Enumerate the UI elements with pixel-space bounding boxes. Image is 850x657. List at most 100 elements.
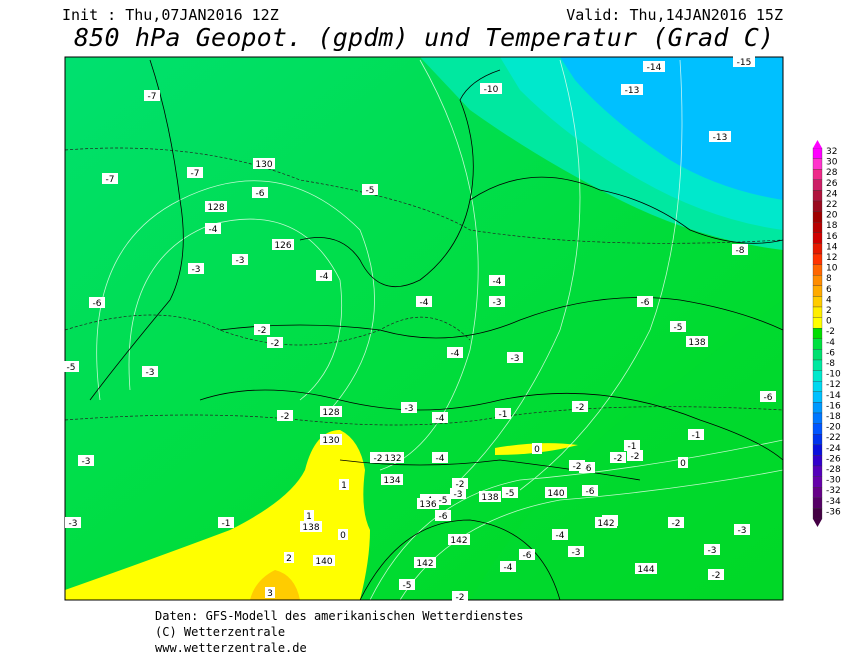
temperature-label: -2 [258,326,267,336]
temperature-label-box [232,254,248,265]
valid-time: Valid: Thu,14JAN2016 15Z [566,6,783,24]
temperature-label-box [688,429,704,440]
isotherms [64,147,784,426]
geopotential-label: 138 [302,523,319,533]
colorbar-swatch [812,476,823,488]
geopotential-label: 128 [207,203,224,213]
temperature-label-box [435,510,451,521]
temperature-label: -3 [572,548,581,558]
colorbar-label: 32 [826,147,837,157]
temperature-label: -15 [737,58,752,68]
temperature-label: -5 [67,363,76,373]
temperature-label-box [637,296,653,307]
temperature-label-box [435,494,451,505]
temperature-label: -2 [281,412,290,422]
temperature-label-box [579,462,595,473]
temperature-label-box [187,167,203,178]
colorbar-swatch [812,391,823,403]
temperature-label: -2 [672,519,681,529]
geopotential-label-box [253,158,275,169]
colorbar-label: -12 [826,380,841,390]
temperature-label-box [572,401,588,412]
colorbar-label: 26 [826,179,838,189]
temperature-label: -3 [454,490,463,500]
temperature-label: -5 [403,581,412,591]
temperature-label: 0 [534,445,540,455]
colorbar-swatch [812,285,823,297]
geopotential-label: 138 [688,338,705,348]
colorbar-label: 6 [826,285,832,295]
temperature-label-box [416,296,432,307]
temperature-label: -4 [504,563,513,573]
geopotential-label: 128 [322,408,339,418]
colorbar-label: 10 [826,264,838,274]
temperature-label-box [63,361,79,372]
temperature-label: -7 [148,92,157,102]
temperature-label: -4 [436,414,445,424]
geopotential-label-box [545,487,567,498]
temperature-label-box [450,488,466,499]
colorbar-label: 20 [826,211,838,221]
temperature-label: -2 [271,339,280,349]
temperature-label: -6 [641,298,650,308]
temperature-label: -5 [506,489,515,499]
colorbar-swatch [812,349,823,361]
colorbar-label: -14 [826,391,841,401]
temperature-label: 2 [286,554,292,564]
temperature-label: -4 [493,277,502,287]
colorbar-label: -34 [826,497,841,507]
temperature-label: -1 [692,431,701,441]
temperature-label-box [142,366,158,377]
geopotential-label: 132 [384,454,401,464]
temperature-label-box [284,552,294,563]
temperature-label: -3 [146,368,155,378]
temperature-label: -4 [451,349,460,359]
temperature-label-box [277,410,293,421]
colorbar-label: -20 [826,423,841,433]
temperature-label: 1 [341,481,347,491]
warmer-zone [250,570,300,600]
colorbar-label: -32 [826,486,841,496]
temperature-label-box [399,579,415,590]
colorbar-label: 22 [826,200,837,210]
temperature-label-box [362,184,378,195]
geopotential-label-box [313,555,335,566]
colorbar-label: -2 [826,327,835,337]
colorbar-swatch [812,222,823,233]
temperature-label: -2 [631,452,640,462]
colorbar-cap-bottom [813,519,822,527]
colorbar-swatch [812,487,823,498]
colorbar-label: 4 [826,295,832,305]
temperature-label: -3 [738,526,747,536]
temperature-label-box [338,529,348,540]
colorbar-swatch [812,338,823,350]
temperature-label-box [678,457,688,468]
geopotential-label-box [381,474,403,485]
colorbar-label: -22 [826,433,841,443]
temperature-label-box [188,263,204,274]
map-frame [64,56,784,601]
temperature-label: -1 [222,519,231,529]
temperature-label-box [144,90,160,101]
map-title: 850 hPa Geopot. (gpdm) und Temperatur (G… [74,23,774,52]
colorbar-swatch [812,147,823,159]
temperature-label: -2 [456,593,465,603]
colorbar-label: -36 [826,507,841,517]
colorbar-swatch [812,190,823,202]
colorbar-label: 14 [826,242,838,252]
colorbar-cap-top [813,140,822,148]
geopotential-label-box [272,239,294,250]
temperature-label-box [760,391,776,402]
geopotential-label: 142 [416,559,433,569]
temperature-label-box [495,408,511,419]
colorbar-swatch [812,359,823,371]
temperature-label-box [668,517,684,528]
temperature-label: -7 [106,175,115,185]
temperature-label: -2 [573,462,582,472]
geopotential-label-box [320,406,342,417]
temperature-label: -10 [484,85,499,95]
geopotential-label-box [595,517,617,528]
temperature-label-box [432,412,448,423]
